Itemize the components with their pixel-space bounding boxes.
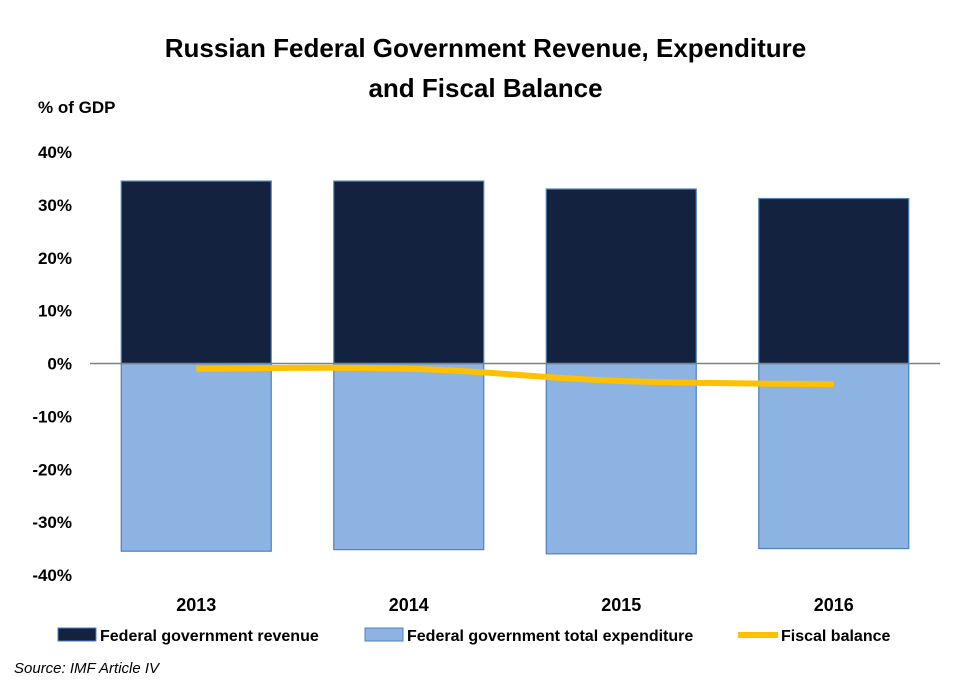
revenue-bar (120, 180, 272, 365)
chart-title-line2: and Fiscal Balance (368, 73, 603, 103)
x-category-label: 2016 (814, 595, 854, 615)
legend-revenue-swatch (57, 627, 97, 642)
y-axis-label: % of GDP (38, 98, 116, 117)
expenditure-bar (758, 362, 910, 550)
chart-title-line1: Russian Federal Government Revenue, Expe… (164, 33, 807, 63)
source-note: Source: IMF Article IV (14, 660, 160, 677)
y-tick-label: -10% (32, 407, 72, 426)
expenditure-bar (120, 362, 272, 552)
y-tick-label: 30% (38, 196, 72, 215)
legend-revenue-label: Federal government revenue (100, 628, 319, 645)
legend-expenditure-swatch (364, 627, 404, 642)
revenue-bar (545, 188, 697, 365)
x-category-label: 2013 (176, 595, 216, 615)
y-tick-label: 10% (38, 302, 72, 321)
x-category-label: 2014 (389, 595, 429, 615)
y-tick-label: 0% (47, 355, 72, 374)
legend-expenditure-label: Federal government total expenditure (407, 628, 693, 645)
chart-title: Russian Federal Government Revenue, Expe… (0, 28, 971, 108)
y-tick-label: -20% (32, 460, 72, 479)
expenditure-bar (333, 362, 485, 551)
revenue-bar (758, 197, 910, 365)
y-tick-label: 40% (38, 143, 72, 162)
y-tick-label: -40% (32, 566, 72, 585)
fiscal-balance-line (196, 364, 834, 388)
revenue-bar (333, 180, 485, 365)
y-tick-label: -30% (32, 513, 72, 532)
expenditure-bar (545, 362, 697, 555)
y-tick-label: 20% (38, 249, 72, 268)
legend-fiscal-balance-label: Fiscal balance (781, 628, 890, 645)
x-category-label: 2015 (601, 595, 641, 615)
